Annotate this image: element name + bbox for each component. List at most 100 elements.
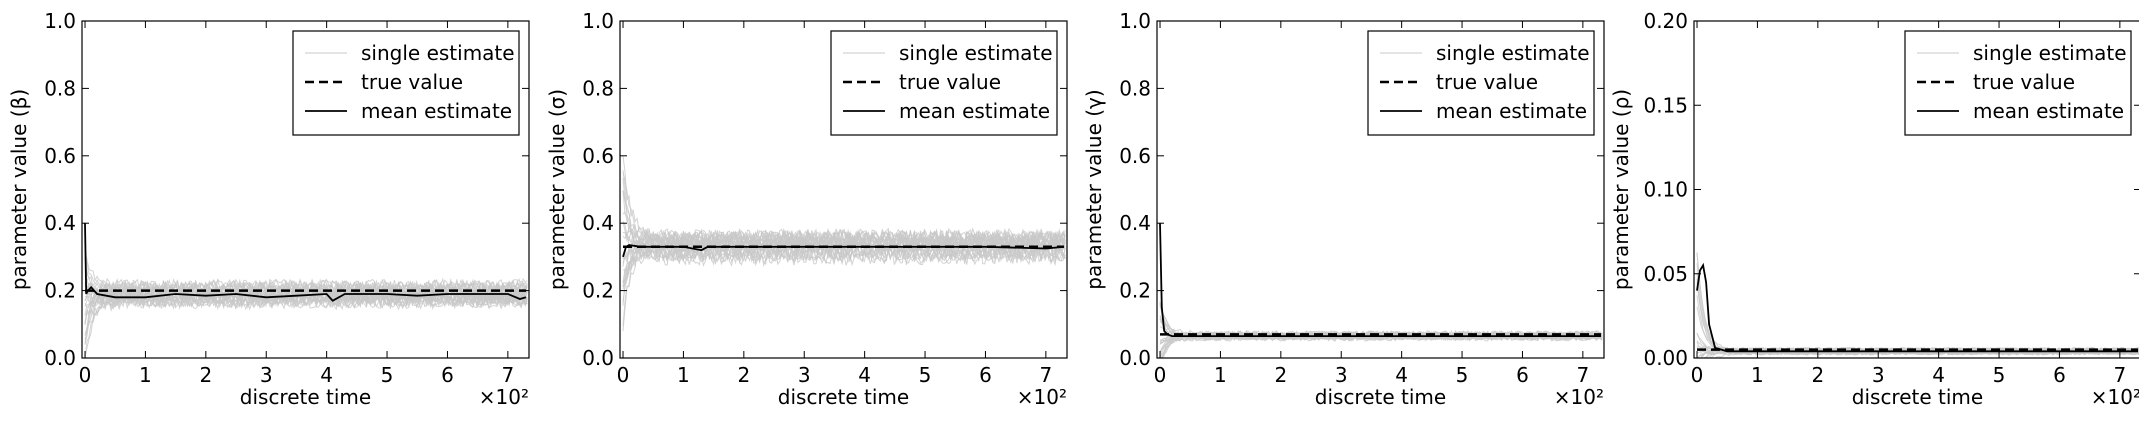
x-tick-label: 1: [139, 363, 152, 387]
x-scale-multiplier: ×10²: [2091, 385, 2139, 409]
y-tick-label: 0.4: [44, 211, 76, 235]
x-tick-label: 6: [1516, 363, 1529, 387]
x-axis-label: discrete time: [778, 385, 909, 409]
legend: single estimate true value mean estimate: [1904, 30, 2132, 136]
single-estimate-line: [84, 277, 528, 336]
x-tick-label: 4: [858, 363, 871, 387]
x-tick-label: 4: [1932, 363, 1945, 387]
legend-box: [830, 30, 1058, 136]
y-tick-label: 1.0: [1119, 9, 1151, 33]
y-tick-label: 0.6: [582, 144, 614, 168]
mean-estimate-line: [1159, 223, 1601, 338]
x-tick-label: 0: [617, 363, 630, 387]
x-tick-label: 2: [737, 363, 750, 387]
legend: single estimate true value mean estimate: [830, 30, 1058, 136]
y-axis-label: parameter value (σ): [545, 89, 569, 290]
x-scale-multiplier: ×10²: [1554, 385, 1604, 409]
x-tick-label: 5: [1993, 363, 2006, 387]
single-estimate-traces: [1696, 252, 2139, 359]
x-tick-label: 2: [1811, 363, 1824, 387]
legend-label: true value: [899, 70, 1001, 94]
y-tick-label: 0.2: [44, 279, 76, 303]
y-axis-label: parameter value (β): [7, 89, 31, 290]
y-tick-label: 0.4: [582, 211, 614, 235]
legend-box: [1367, 30, 1595, 136]
legend-label: mean estimate: [1973, 99, 2124, 123]
single-estimate-line: [1696, 282, 2139, 356]
y-tick-label: 0.6: [1119, 144, 1151, 168]
y-axis-label: parameter value (γ): [1082, 89, 1106, 289]
y-tick-label: 0.8: [582, 76, 614, 100]
legend-box: [292, 30, 520, 136]
x-tick-label: 7: [501, 363, 514, 387]
x-axis-label: discrete time: [240, 385, 371, 409]
single-estimate-traces: [622, 155, 1066, 332]
y-tick-label: 0.6: [44, 144, 76, 168]
legend-label: mean estimate: [361, 99, 512, 123]
single-estimate-line: [1696, 278, 2139, 356]
chart-panel-4: 0 1 2 3 4 5 6 7 0.00 0.05 0.10 0.15 0.20 discrete tim…: [1609, 9, 2139, 409]
legend-label: true value: [1436, 70, 1538, 94]
x-tick-label: 2: [1274, 363, 1287, 387]
y-tick-label: 0.8: [1119, 76, 1151, 100]
legend-label: true value: [1973, 70, 2075, 94]
x-tick-label: 3: [260, 363, 273, 387]
legend-label: single estimate: [1973, 41, 2127, 65]
x-tick-label: 6: [979, 363, 992, 387]
x-tick-label: 4: [320, 363, 333, 387]
mean-estimate-line: [84, 223, 527, 302]
single-estimate-line: [1696, 252, 2139, 353]
x-tick-label: 3: [798, 363, 811, 387]
chart-panel-2: 0 1 2 3 4 5 6 7 0.0 0.2 0.4 0.6 0.8 1.0 discrete time ×…: [545, 9, 1068, 409]
y-tick-label: 0.2: [1119, 279, 1151, 303]
y-tick-label: 1.0: [582, 9, 614, 33]
single-estimate-line: [1696, 273, 2139, 355]
x-tick-label: 4: [1395, 363, 1408, 387]
legend-label: single estimate: [899, 41, 1053, 65]
single-estimate-line: [1696, 252, 2139, 354]
legend-label: mean estimate: [899, 99, 1050, 123]
x-tick-label: 0: [1154, 363, 1167, 387]
y-axis-label: parameter value (ρ): [1609, 89, 1633, 290]
legend: single estimate true value mean estimate: [1367, 30, 1595, 136]
y-tick-label: 0.00: [1643, 346, 1688, 370]
x-tick-label: 0: [79, 363, 92, 387]
y-tick-label: 0.20: [1643, 9, 1688, 33]
x-tick-label: 5: [1456, 363, 1469, 387]
single-estimate-line: [1696, 306, 2139, 352]
x-tick-label: 5: [919, 363, 932, 387]
chart-panel-3: 0 1 2 3 4 5 6 7 0.0 0.2 0.4 0.6 0.8 1.0 discrete time ×…: [1082, 9, 1605, 409]
y-tick-label: 0.15: [1643, 93, 1688, 117]
x-scale-multiplier: ×10²: [479, 385, 529, 409]
plot-frame: [81, 20, 530, 359]
x-axis-label: discrete time: [1852, 385, 1983, 409]
legend-label: mean estimate: [1436, 99, 1587, 123]
y-tick-label: 0.4: [1119, 211, 1151, 235]
y-tick-label: 0.2: [582, 279, 614, 303]
x-axis-label: discrete time: [1315, 385, 1446, 409]
single-estimate-line: [622, 190, 1066, 263]
x-tick-label: 6: [441, 363, 454, 387]
y-tick-label: 1.0: [44, 9, 76, 33]
legend-box: [1904, 30, 2132, 136]
y-tick-label: 0.0: [1119, 346, 1151, 370]
single-estimate-line: [1159, 305, 1603, 337]
mean-estimate-line: [1696, 262, 2138, 353]
single-estimate-traces: [1159, 301, 1603, 359]
x-scale-multiplier: ×10²: [1017, 385, 1067, 409]
x-tick-label: 1: [1214, 363, 1227, 387]
x-tick-label: 1: [1751, 363, 1764, 387]
y-tick-label: 0.0: [44, 346, 76, 370]
mean-estimate-line: [622, 244, 1065, 258]
legend-label: true value: [361, 70, 463, 94]
x-tick-label: 3: [1872, 363, 1885, 387]
y-tick-label: 0.05: [1643, 262, 1688, 286]
x-tick-label: 5: [381, 363, 394, 387]
x-tick-label: 7: [1576, 363, 1589, 387]
single-estimate-line: [622, 172, 1066, 247]
single-estimate-traces: [84, 249, 528, 359]
x-tick-label: 6: [2053, 363, 2066, 387]
x-tick-label: 1: [677, 363, 690, 387]
single-estimate-line: [1696, 349, 2139, 359]
